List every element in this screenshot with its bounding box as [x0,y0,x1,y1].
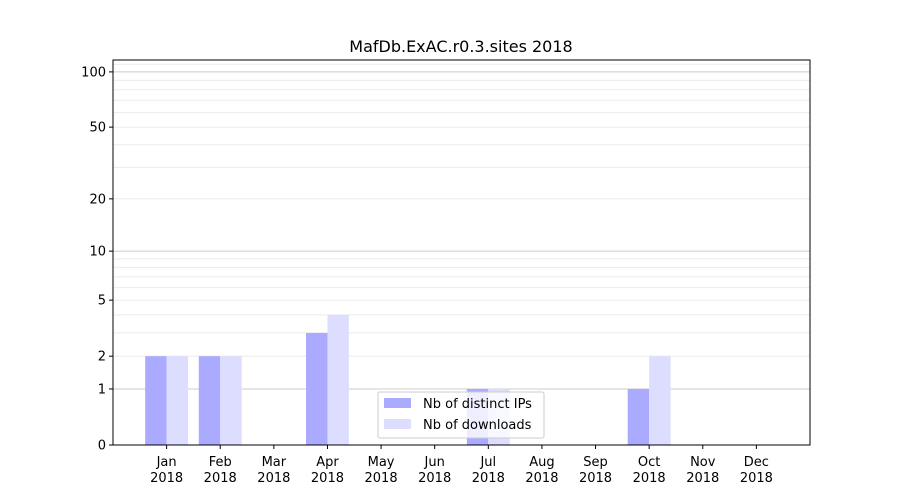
legend-box [377,391,545,439]
x-tick-label: Sep 2018 [579,455,612,486]
y-tick-label: 100 [81,65,106,80]
chart-title: MafDb.ExAC.r0.3.sites 2018 [349,37,572,56]
bar-ips [145,356,167,445]
x-tick-label-line: Nov [690,455,716,470]
x-tick-label-line: Aug [529,455,554,470]
legend-swatch [384,398,411,408]
bar-downloads [327,314,349,445]
x-tick-label-line: 2018 [740,471,773,486]
y-tick-label: 0 [98,439,106,454]
x-tick-label-line: 2018 [525,471,558,486]
x-tick-label: Jan 2018 [150,455,183,486]
plot-frame [112,59,811,446]
x-tick-label-line: 2018 [150,471,183,486]
x-tick-label: Jul 2018 [472,455,505,486]
x-tick-label: Dec 2018 [740,455,773,486]
bar-downloads [166,356,189,445]
bar-downloads [649,356,671,445]
x-tick-label-line: 2018 [257,471,290,486]
y-tick-label: 20 [89,192,106,207]
x-tick-label-line: Oct [638,455,660,470]
x-tick-label: Aug 2018 [525,455,558,486]
x-tick-label-line: Dec [744,455,769,470]
x-tick-label-line: Sep [583,455,608,470]
x-tick-label-line: Mar [262,455,287,470]
x-tick-label: May 2018 [365,455,398,486]
bar-downloads [220,356,242,445]
bar-ips [198,356,221,445]
legend-label: Nb of distinct IPs [423,397,532,412]
y-tick-label: 1 [98,382,106,397]
x-tick-label-line: 2018 [579,471,612,486]
x-tick-label-line: May [368,455,395,470]
x-tick-label: Feb 2018 [204,455,237,486]
bar-ips [306,332,328,445]
x-tick-label: Oct 2018 [633,455,666,486]
x-tick-label-line: 2018 [633,471,666,486]
x-tick-label-line: 2018 [418,471,451,486]
x-tick-label-line: Jun [424,455,445,470]
y-tick-label: 50 [89,121,106,136]
x-tick-label-line: Apr [316,455,339,470]
x-tick-label: Nov 2018 [686,455,719,486]
x-tick-label-line: 2018 [365,471,398,486]
bar-ips [627,388,650,445]
x-tick-label-line: Jul [479,455,496,470]
x-tick-label: Mar 2018 [257,455,290,486]
x-tick-label-line: Jan [156,455,177,470]
y-tick-label: 10 [89,245,106,260]
x-tick-label-line: 2018 [686,471,719,486]
legend-swatch [384,419,411,429]
x-tick-label-line: Feb [209,455,232,470]
y-tick-label: 5 [98,294,106,309]
x-tick-label-line: 2018 [311,471,344,486]
y-tick-label: 2 [98,350,106,365]
x-tick-label-line: 2018 [472,471,505,486]
x-tick-label: Jun 2018 [418,455,451,486]
x-tick-label-line: 2018 [204,471,237,486]
x-tick-label: Apr 2018 [311,455,344,486]
legend-label: Nb of downloads [423,418,532,433]
